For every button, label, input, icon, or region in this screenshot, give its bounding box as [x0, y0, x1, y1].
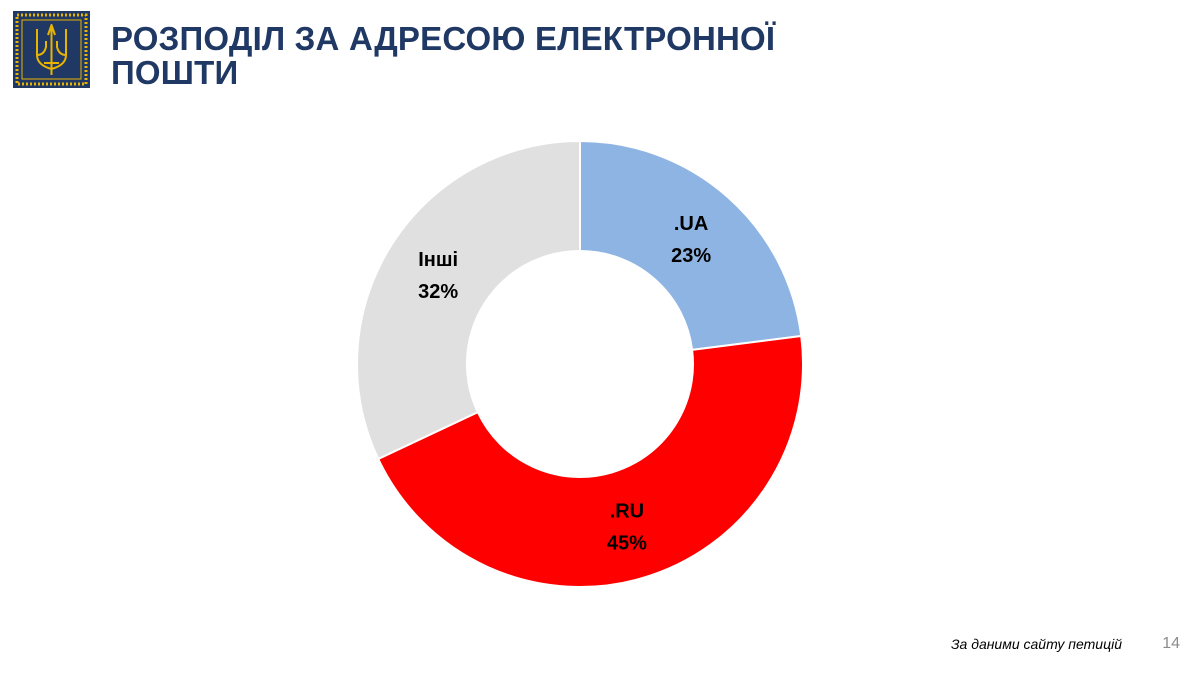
donut-slice: [376, 334, 804, 588]
source-note: За даними сайту петицій: [950, 636, 1122, 652]
slice-value-label: 23%: [671, 245, 711, 267]
slice-category-label: .RU: [610, 500, 644, 522]
donut-slice: [579, 139, 803, 351]
slice-value-label: 45%: [607, 532, 647, 554]
page-number: 14: [1162, 635, 1180, 652]
donut-slice: [356, 139, 581, 461]
slice-category-label: .UA: [674, 213, 708, 235]
slice-category-label: Інші: [418, 249, 458, 271]
slice-value-label: 32%: [418, 281, 458, 303]
trident-emblem-icon: [13, 11, 90, 88]
page-title: РОЗПОДІЛ ЗА АДРЕСОЮ ЕЛЕКТРОННОЇ ПОШТИ: [111, 20, 776, 91]
